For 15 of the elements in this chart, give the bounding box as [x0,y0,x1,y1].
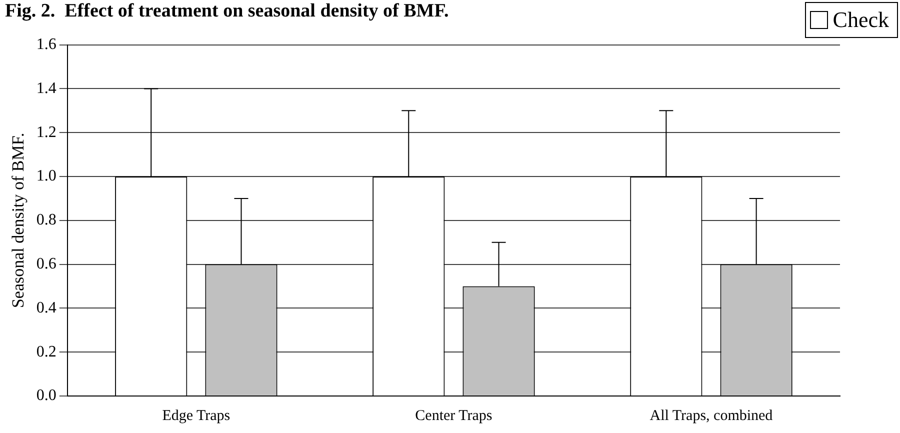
chart-title: Fig. 2. Effect of treatment on seasonal density of BMF. [5,0,449,22]
y-tick-label: 0.0 [36,387,56,404]
y-tick-label: 1.4 [36,80,56,97]
y-tick-label: 1.6 [36,36,56,54]
y-tick-label: 0.2 [36,343,56,360]
x-tick-label: Center Traps [415,408,492,424]
y-tick-label: 1.2 [36,124,56,141]
x-tick-label: Edge Traps [162,408,230,424]
y-tick-label: 0.4 [36,299,56,316]
y-axis-title: Seasonal density of BMF. [8,132,28,308]
y-tick-label: 0.6 [36,256,56,273]
x-tick-label: All Traps, combined [650,408,774,424]
y-tick-label: 1.0 [36,168,56,185]
y-tick-label: 0.8 [36,212,56,229]
text: Check [832,6,889,34]
